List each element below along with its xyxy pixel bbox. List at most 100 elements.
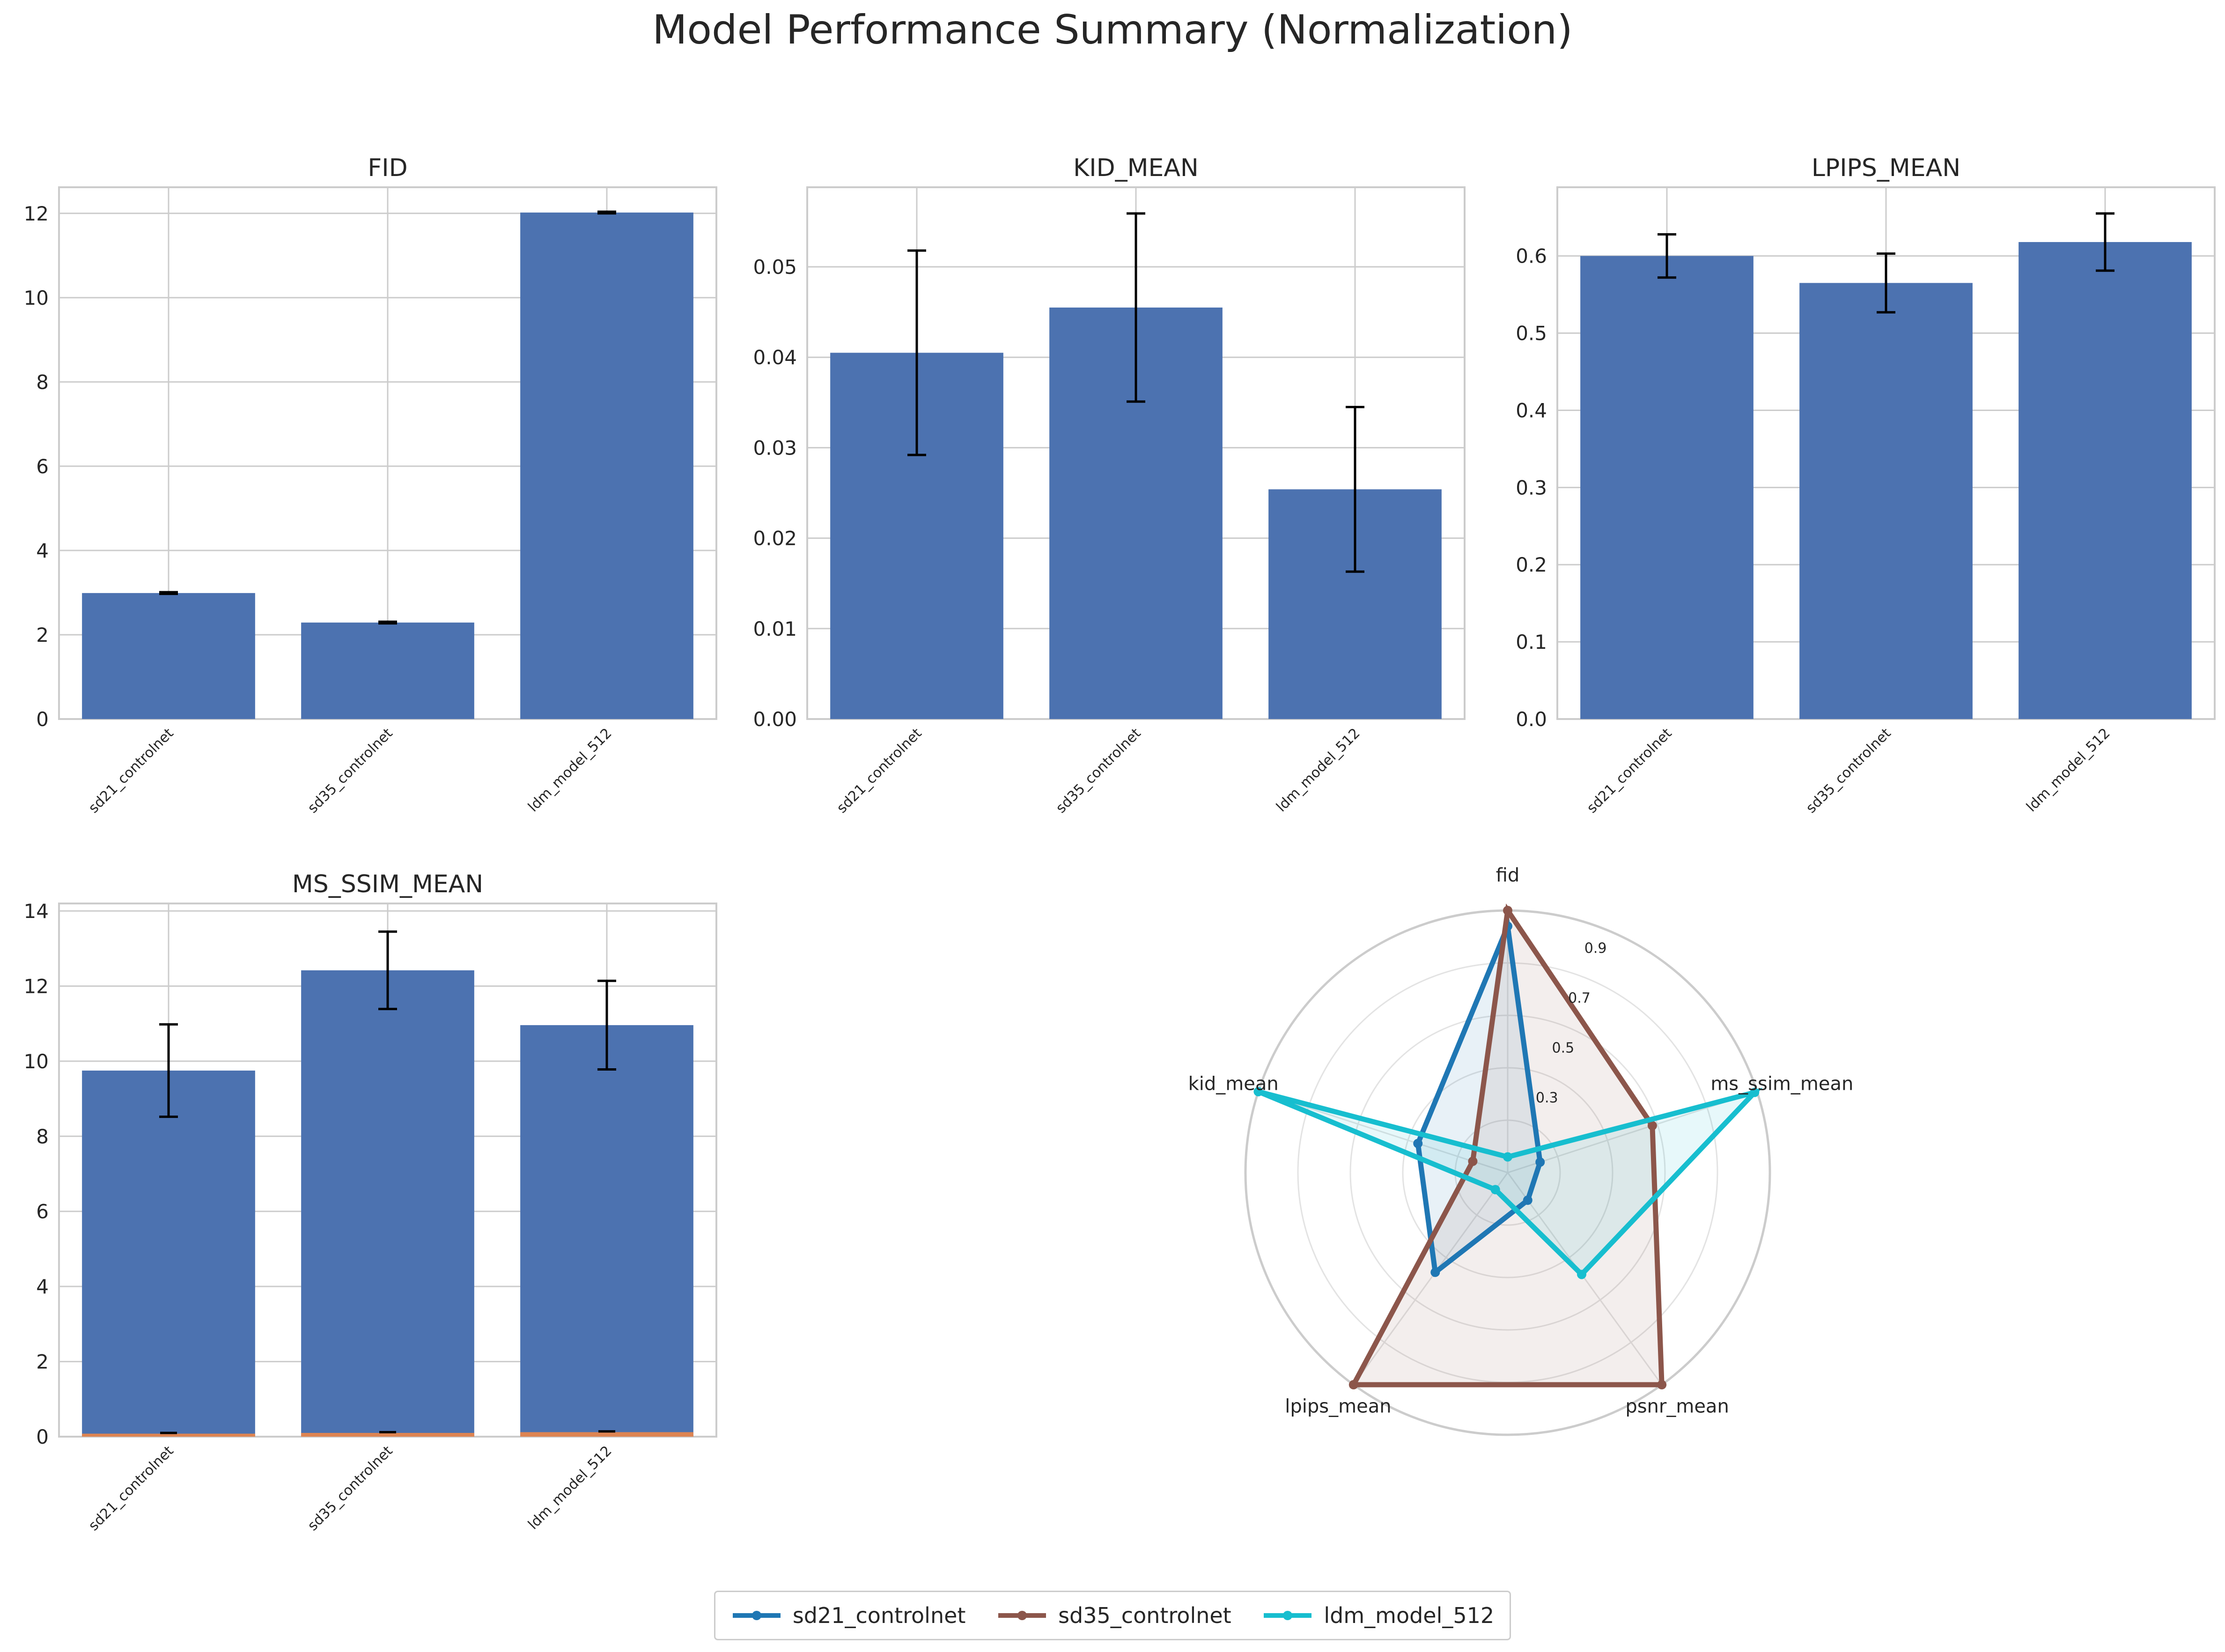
bar-sd21-controlnet <box>82 1070 255 1437</box>
y-tick-label: 2 <box>36 624 49 646</box>
x-tick-label: ldm_model_512 <box>1273 725 1363 815</box>
radar-point-ldm-model-512 <box>1253 1087 1263 1096</box>
legend-label: sd35_controlnet <box>1058 1603 1231 1628</box>
legend-item-sd21-controlnet: sd21_controlnet <box>731 1603 966 1628</box>
overlay-bar-sd35-controlnet <box>301 1432 474 1437</box>
y-tick-label: 0.05 <box>753 256 797 279</box>
legend-label: ldm_model_512 <box>1324 1603 1495 1628</box>
x-tick-label: sd21_controlnet <box>85 1443 177 1534</box>
x-tick-label: sd35_controlnet <box>1053 725 1144 816</box>
radar-line-sd21-controlnet <box>1415 916 1543 1278</box>
y-tick-label: 0.2 <box>1516 553 1547 576</box>
ms-ssim-mean-subplot: 0 2 4 6 8 10 12 14 sd21_controlnet sd35_controlne… <box>24 870 717 1534</box>
x-tick-label: sd21_controlnet <box>1584 725 1675 816</box>
radar-axis-label: ms_ssim_mean <box>1710 1073 1853 1095</box>
bar-sd21-controlnet <box>82 593 255 719</box>
legend-item-ldm-model-512: ldm_model_512 <box>1262 1603 1494 1628</box>
bar-ldm-model-512 <box>520 1025 693 1437</box>
y-tick-label: 8 <box>36 1125 49 1148</box>
radar-r-tick-label: 0.5 <box>1552 1040 1575 1057</box>
radar-point-sd21-controlnet <box>1430 1267 1440 1277</box>
y-tick-label: 6 <box>36 455 49 478</box>
radar-fill-ldm-model-512 <box>1258 1091 1755 1275</box>
radar-point-ldm-model-512 <box>1503 1152 1512 1162</box>
y-tick-label: 0 <box>36 708 49 731</box>
legend: sd21_controlnet sd35_controlnet ldm_mode… <box>714 1591 1511 1640</box>
bar-ldm-model-512 <box>2019 242 2192 719</box>
x-tick-label: ldm_model_512 <box>525 1443 615 1533</box>
figure-title: Model Performance Summary (Normalization… <box>652 7 1573 53</box>
lpips-mean-subplot: 0.0 0.1 0.2 0.3 0.4 0.5 0.6 sd21_controlnet sd35… <box>1516 154 2216 816</box>
bar-sd35-controlnet <box>1799 283 1973 719</box>
legend-marker-sd35-controlnet <box>998 1611 1046 1620</box>
y-tick-label: 12 <box>24 202 49 225</box>
y-tick-label: 4 <box>36 539 49 562</box>
radar-point-ldm-model-512 <box>1490 1185 1500 1195</box>
radar-axis-label: fid <box>1496 865 1520 886</box>
subplot-title: FID <box>368 154 407 182</box>
y-tick-label: 0.5 <box>1516 322 1547 345</box>
radar-axis-label: kid_mean <box>1188 1073 1279 1095</box>
bar-sd35-controlnet <box>301 970 474 1437</box>
y-tick-label: 0.04 <box>753 346 797 369</box>
y-tick-label: 14 <box>24 900 49 923</box>
radar-point-sd35-controlnet <box>1468 1156 1478 1166</box>
radar-axis-label: lpips_mean <box>1285 1395 1391 1417</box>
x-tick-label: sd35_controlnet <box>1803 725 1894 816</box>
radar-point-ldm-model-512 <box>1750 1087 1760 1097</box>
y-tick-label: 0.3 <box>1516 476 1547 499</box>
y-tick-label: 0.1 <box>1516 631 1547 653</box>
radar-point-sd21-controlnet <box>1523 1195 1532 1205</box>
y-tick-label: 4 <box>36 1275 49 1298</box>
legend-item-sd35-controlnet: sd35_controlnet <box>996 1603 1231 1628</box>
y-tick-label: 10 <box>24 1050 49 1073</box>
overlay-bar-ldm-model-512 <box>520 1432 693 1437</box>
y-tick-label: 0.4 <box>1516 399 1547 422</box>
subplot-title: LPIPS_MEAN <box>1812 154 1960 182</box>
y-tick-label: 8 <box>36 371 49 394</box>
radar-r-tick-label: 0.7 <box>1568 990 1591 1006</box>
radar-r-tick-label: 0.9 <box>1584 940 1607 957</box>
y-tick-label: 0.00 <box>753 708 797 731</box>
legend-label: sd21_controlnet <box>792 1603 966 1628</box>
radar-spoke <box>1507 1172 1663 1385</box>
x-tick-label: sd35_controlnet <box>304 1443 396 1534</box>
legend-marker-ldm-model-512 <box>1264 1611 1312 1620</box>
radar-line-sd35-controlnet <box>1349 903 1665 1388</box>
y-tick-label: 0 <box>36 1425 49 1448</box>
x-tick-label: sd21_controlnet <box>833 725 925 816</box>
subplot-title: KID_MEAN <box>1073 154 1199 182</box>
y-tick-label: 0.01 <box>753 617 797 640</box>
overlay-bar-sd21-controlnet <box>82 1433 255 1437</box>
legend-marker-sd21-controlnet <box>732 1611 781 1620</box>
y-tick-label: 12 <box>24 975 49 998</box>
radar-point-sd21-controlnet <box>1535 1157 1545 1167</box>
radar-point-ldm-model-512 <box>1577 1270 1586 1279</box>
x-tick-label: sd35_controlnet <box>304 725 396 816</box>
y-tick-label: 2 <box>36 1351 49 1373</box>
y-tick-label: 10 <box>24 286 49 309</box>
radar-point-sd35-controlnet <box>1657 1380 1667 1390</box>
radar-point-sd35-controlnet <box>1348 1380 1358 1390</box>
y-tick-label: 0.03 <box>753 436 797 459</box>
radar-point-sd35-controlnet <box>1503 906 1512 915</box>
kid-mean-subplot: 0.00 0.01 0.02 0.03 0.04 0.05 sd21_controlnet s… <box>753 154 1466 816</box>
radar-line-ldm-model-512 <box>1257 1087 1763 1278</box>
y-tick-label: 6 <box>36 1200 49 1223</box>
radar-spoke <box>1353 1172 1509 1385</box>
y-tick-label: 0.6 <box>1516 245 1547 268</box>
y-tick-label: 0.0 <box>1516 708 1547 731</box>
radar-r-tick-label: 0.3 <box>1536 1090 1558 1106</box>
radar-axis-label: psnr_mean <box>1625 1395 1729 1417</box>
x-tick-label: ldm_model_512 <box>2023 725 2114 815</box>
radar-point-sd21-controlnet <box>1413 1138 1423 1148</box>
bar-sd21-controlnet <box>1580 256 1753 719</box>
y-tick-label: 0.02 <box>753 527 797 550</box>
radar-subplot: 0.3 0.5 0.7 0.9 fid kid_mean lpips_mean psnr_me… <box>1188 865 1853 1436</box>
x-tick-label: sd21_controlnet <box>85 725 177 816</box>
radar-point-sd35-controlnet <box>1647 1121 1657 1131</box>
x-tick-label: ldm_model_512 <box>525 725 615 815</box>
bar-sd35-controlnet <box>301 622 474 719</box>
bar-ldm-model-512 <box>520 213 693 719</box>
